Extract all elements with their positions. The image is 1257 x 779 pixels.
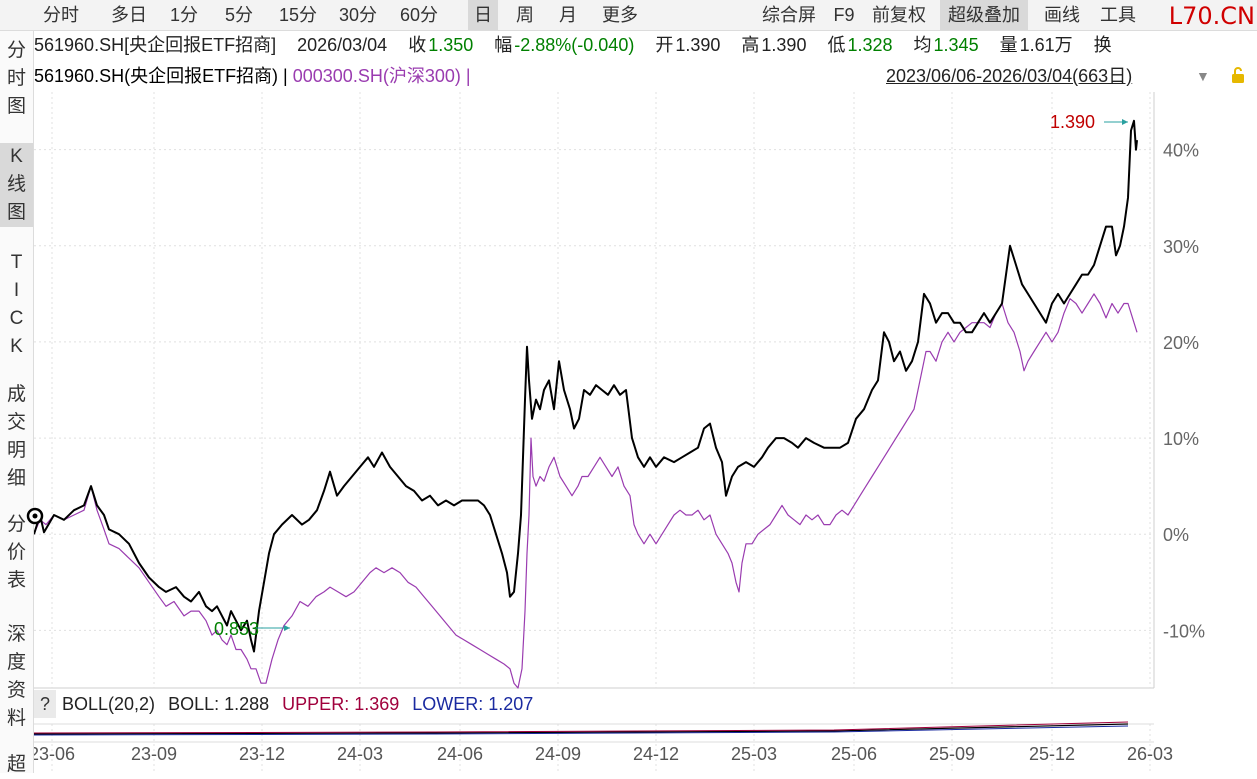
quote-info-bar: 561960.SH[央企回报ETF招商] 2026/03/04 收 1.350 幅… [34,31,1257,60]
period-5-button[interactable]: 30分 [338,5,378,25]
avg-value: 1.345 [933,35,979,55]
x-tick-label: 23-06 [34,744,75,764]
toolbar-5-button[interactable]: 工具 [1100,5,1136,25]
crosshair-target-icon[interactable] [26,507,44,525]
volume-label: 量 [999,35,1018,55]
x-tick-label: 25-06 [831,744,877,764]
low-annotation-label: 0.853 [214,619,259,639]
change-label: 幅 [494,35,513,55]
x-tick-label: 25-03 [731,744,777,764]
high-value: 1.390 [761,35,807,55]
toolbar-4-button[interactable]: 画线 [1044,5,1080,25]
high-annotation-label: 1.390 [1050,112,1095,132]
y-tick-label: -10% [1163,621,1205,641]
period-0-button[interactable]: 分时 [43,5,79,25]
sidebar-tab-6[interactable]: 超 [6,754,26,775]
sidebar-tab-4[interactable]: 分价表 [6,514,26,591]
x-tick-label: 23-09 [131,744,177,764]
y-tick-label: 30% [1163,237,1199,257]
x-tick-label: 24-06 [437,744,483,764]
y-tick-label: 10% [1163,429,1199,449]
boll-lower-value: LOWER: 1.207 [412,694,534,714]
toolbar-3-button[interactable]: 超级叠加 [940,0,1028,30]
period-2-button[interactable]: 1分 [169,5,198,25]
etf-series-line [34,119,1138,653]
period-6-button[interactable]: 60分 [399,5,439,25]
x-tick-label: 25-09 [929,744,975,764]
sidebar-tab-3[interactable]: 成交明细 [6,384,26,489]
range-dropdown-icon[interactable]: ▼ [1196,68,1210,84]
period-8-button[interactable]: 周 [516,5,534,25]
period-10-button[interactable]: 更多 [602,5,638,25]
indicator-help-button[interactable]: ? [34,690,56,718]
y-tick-label: 40% [1163,141,1199,161]
x-tick-label: 24-03 [337,744,383,764]
close-label: 收 [408,35,427,55]
sidebar-tab-5[interactable]: 深度资料 [6,624,26,729]
period-7-button[interactable]: 日 [468,0,498,30]
period-1-button[interactable]: 多日 [111,5,147,25]
low-arrowhead [284,625,290,631]
csi300-series-line [34,293,1138,689]
boll-mid-line [34,723,1129,735]
low-value: 1.328 [847,35,893,55]
change-value: -2.88%(-0.040) [514,35,635,55]
date-range-label[interactable]: 2023/06/06-2026/03/04(663日) [886,66,1133,86]
symbol-label: 561960.SH[央企回报ETF招商] [34,35,277,55]
brand-logo: L70.CN [1168,2,1255,30]
boll-upper-value: UPPER: 1.369 [282,694,400,714]
volume-value: 1.61万 [1019,35,1073,55]
x-tick-label: 23-12 [239,744,285,764]
indicator-name[interactable]: BOLL(20,2) [62,694,156,714]
y-tick-label: 0% [1163,525,1189,545]
x-tick-label: 24-12 [633,744,679,764]
sidebar-tab-0[interactable]: 分时图 [6,40,26,117]
close-value: 1.350 [428,35,474,55]
legend-main-series[interactable]: 561960.SH(央企回报ETF招商) | [34,66,288,86]
x-tick-label: 26-03 [1127,744,1173,764]
boll-value: BOLL: 1.288 [168,694,270,714]
toolbar-0-button[interactable]: 综合屏 [762,5,816,25]
period-9-button[interactable]: 月 [559,5,577,25]
x-tick-label: 25-12 [1029,744,1075,764]
low-label: 低 [827,35,846,55]
high-arrowhead [1122,119,1128,125]
legend-overlay-series[interactable]: 000300.SH(沪深300) | [292,66,471,86]
period-4-button[interactable]: 15分 [278,5,318,25]
toolbar-2-button[interactable]: 前复权 [872,5,926,25]
period-toolbar: 分时 多日 1分 5分 15分 30分 60分日周月更多 综合屏 F9 前复权 超级叠加 画线 工具 … [0,0,1257,31]
date-label: 2026/03/04 [297,35,388,55]
y-tick-label: 20% [1163,333,1199,353]
indicator-bar: ? BOLL(20,2) BOLL: 1.288 UPPER: 1.369 LOW… [34,690,1190,718]
price-chart[interactable]: 40% 30% 20% 10% 0% -10% 23-06 23-09 23-12 24-03 24… [34,92,1257,773]
open-label: 开 [655,35,674,55]
period-3-button[interactable]: 5分 [224,5,253,25]
boll-lower-line [34,725,1129,736]
toolbar-1-button[interactable]: F9 [833,5,855,25]
high-label: 高 [741,35,760,55]
avg-label: 均 [913,35,932,55]
overlay-legend: 561960.SH(央企回报ETF招商) | 000300.SH(沪深300) … [34,62,1257,90]
boll-upper-line [34,721,1129,734]
lock-icon[interactable] [1229,66,1247,84]
open-value: 1.390 [675,35,721,55]
turnover-label: 换 [1093,35,1112,55]
x-tick-label: 24-09 [535,744,581,764]
